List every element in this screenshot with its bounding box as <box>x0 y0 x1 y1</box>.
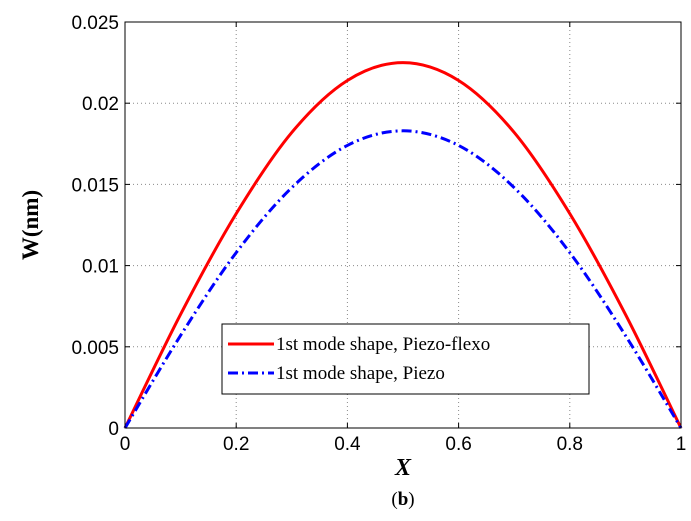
y-tick-label: 0.015 <box>71 175 119 196</box>
y-tick-label: 0.005 <box>71 338 119 359</box>
grid-lines <box>125 22 681 428</box>
y-tick-label: 0.02 <box>82 94 119 115</box>
caption-close-paren: ) <box>408 489 414 510</box>
legend-label-2: 1st mode shape, Piezo <box>276 363 445 384</box>
x-axis-label: X <box>394 455 412 481</box>
y-tick-label: 0.025 <box>71 13 119 34</box>
figure-caption: (b) <box>391 489 414 510</box>
series-layer <box>123 61 683 429</box>
x-tick-label: 1 <box>676 434 687 455</box>
axis-ticks: 0 0.2 0.4 0.6 0.8 1 0 0.005 0.01 0.015 0.02 0.025 <box>71 13 686 455</box>
x-tick-label: 0.2 <box>223 434 249 455</box>
caption-open-paren: ( <box>391 489 397 510</box>
plot-frame <box>124 21 682 429</box>
series-line-1 <box>123 61 683 429</box>
y-axis-label: W(nm) <box>18 190 43 260</box>
y-tick-label: 0.01 <box>82 257 119 278</box>
x-tick-label: 0 <box>120 434 131 455</box>
x-tick-label: 0.6 <box>445 434 471 455</box>
legend-label-1: 1st mode shape, Piezo-flexo <box>276 334 490 355</box>
x-tick-label: 0.4 <box>334 434 361 455</box>
y-tick-label: 0 <box>108 419 119 440</box>
caption-letter: b <box>398 489 409 510</box>
legend-box <box>221 323 590 395</box>
legend: 1st mode shape, Piezo-flexo 1st mode shap… <box>221 323 590 395</box>
x-tick-label: 0.8 <box>557 434 583 455</box>
series-line-2 <box>123 129 683 429</box>
